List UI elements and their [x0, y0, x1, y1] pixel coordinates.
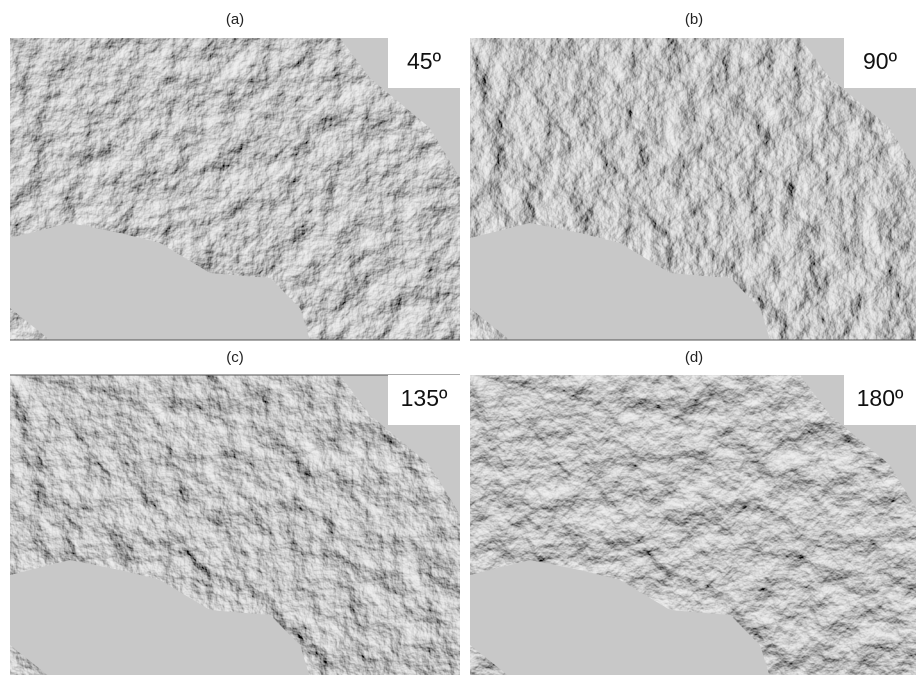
angle-label: 180º	[857, 385, 904, 411]
angle-label: 135º	[401, 385, 448, 411]
panel-label: (d)	[685, 349, 703, 366]
panel-label: (a)	[226, 11, 244, 28]
panel-b: 90º	[470, 38, 916, 340]
panel-c: 135º	[10, 375, 460, 675]
panel-label: (c)	[226, 349, 244, 366]
figure: 45º (a) 90º (b) 135º (c) 180º (d)	[0, 0, 916, 675]
angle-label: 90º	[863, 48, 898, 74]
panel-d: 180º	[470, 375, 916, 675]
panel-label: (b)	[685, 11, 703, 28]
angle-label: 45º	[407, 48, 442, 74]
panel-a: 45º	[10, 38, 460, 340]
